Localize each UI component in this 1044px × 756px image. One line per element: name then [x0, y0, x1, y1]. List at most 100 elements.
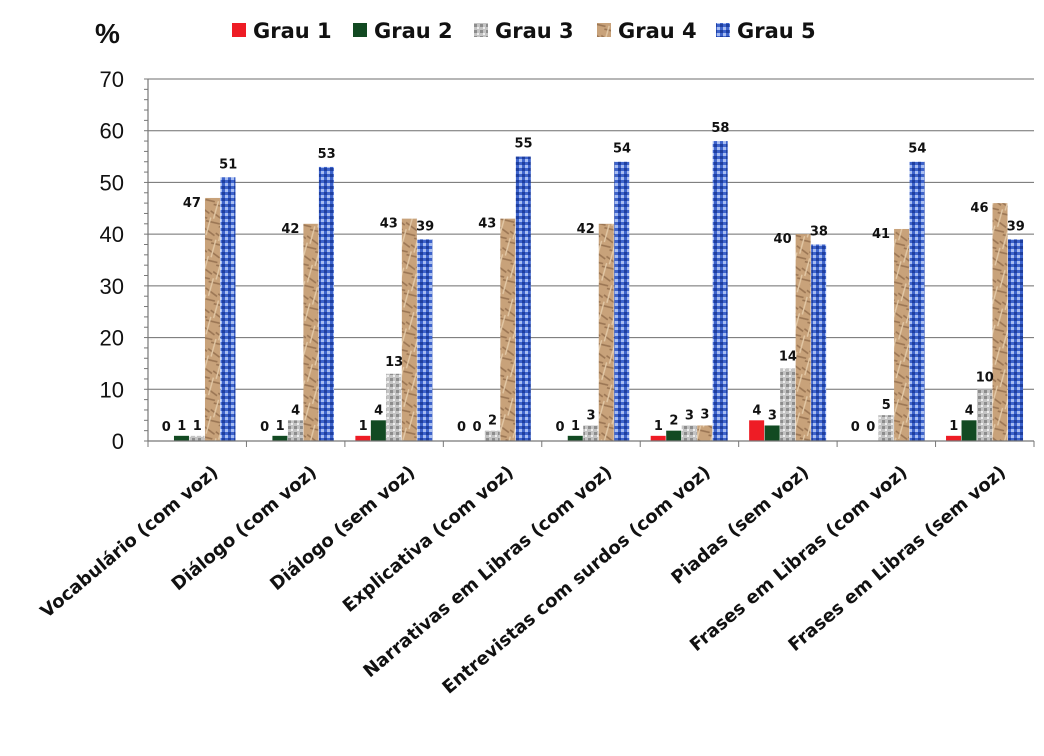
bar-grau-2	[666, 430, 682, 441]
data-label: 1	[571, 419, 580, 434]
bar-grau-3	[189, 435, 205, 441]
bar-grau-5	[909, 161, 925, 441]
gridlines	[148, 78, 1034, 390]
bar-grau-2	[173, 435, 189, 441]
category-labels: Vocabulário (com voz)Diálogo (com voz)Di…	[37, 462, 1010, 699]
bar-grau-4	[598, 223, 614, 441]
data-label: 2	[488, 414, 497, 429]
bar-grau-5	[712, 141, 728, 442]
legend: Grau 1 Grau 2 Grau 3 Grau 4 Grau 5	[232, 19, 816, 43]
legend-swatch	[474, 23, 488, 37]
category-label: Frases em Libras (sem voz)	[784, 462, 1010, 656]
data-label: 42	[281, 222, 299, 237]
bar-grau-4	[401, 218, 417, 441]
data-label: 51	[219, 157, 237, 172]
data-label: 40	[774, 232, 792, 247]
legend-label: Grau 5	[737, 19, 816, 43]
bar-grau-5	[515, 156, 531, 442]
bar-grau-4	[795, 234, 811, 441]
data-label: 3	[586, 408, 595, 423]
data-label: 54	[613, 142, 631, 157]
bar-grau-3	[878, 415, 894, 441]
bar-grau-5	[417, 239, 433, 441]
bar-grau-4	[697, 425, 713, 441]
data-label: 10	[976, 370, 994, 385]
data-label: 39	[416, 219, 434, 234]
data-label: 2	[669, 414, 678, 429]
bar-grau-4	[500, 218, 516, 441]
y-tick-label: 30	[100, 274, 124, 299]
bar-grau-4	[992, 203, 1008, 441]
data-label: 3	[700, 407, 709, 422]
data-label: 39	[1007, 219, 1025, 234]
bar-grau-3	[977, 389, 993, 441]
data-label: 0	[851, 420, 860, 435]
data-label: 41	[872, 227, 890, 242]
data-label: 55	[515, 137, 533, 152]
data-label: 4	[752, 403, 761, 418]
y-tick-label: 10	[100, 377, 124, 402]
bar-grau-5	[220, 177, 236, 441]
bar-grau-3	[386, 373, 402, 441]
bar-grau-1	[946, 435, 962, 441]
data-label: 0	[866, 420, 875, 435]
data-label: 4	[965, 403, 974, 418]
y-tick-label: 0	[112, 429, 124, 454]
bar-grau-2	[272, 435, 288, 441]
bar-grau-4	[303, 223, 319, 441]
data-label: 1	[177, 419, 186, 434]
data-label: 1	[949, 419, 958, 434]
bar-grau-5	[811, 244, 827, 441]
data-label: 54	[908, 142, 926, 157]
legend-swatch	[353, 23, 367, 37]
data-label: 4	[291, 403, 300, 418]
y-tick-label: 70	[100, 67, 124, 92]
y-tick-label: 60	[100, 119, 124, 144]
data-label: 0	[555, 420, 564, 435]
data-label: 58	[711, 121, 729, 136]
data-label: 0	[260, 420, 269, 435]
data-label: 53	[318, 147, 336, 162]
bar-grau-1	[650, 435, 666, 441]
bar-grau-2	[961, 420, 977, 441]
legend-swatch	[232, 23, 246, 37]
data-label: 46	[970, 201, 988, 216]
y-axis-ticks: 0 10 20 30 40 50 60 70	[100, 67, 124, 454]
axes	[144, 78, 1035, 447]
data-label: 47	[183, 196, 201, 211]
data-label: 43	[380, 217, 398, 232]
bar-grau-3	[681, 425, 697, 441]
bar-grau-3	[780, 368, 796, 441]
bar-grau-1	[749, 420, 765, 441]
data-label: 0	[162, 420, 171, 435]
y-axis-unit-label: %	[95, 18, 120, 49]
legend-swatch	[716, 23, 730, 37]
bar-grau-3	[484, 430, 500, 441]
data-label: 0	[457, 420, 466, 435]
data-label: 42	[577, 222, 595, 237]
data-label: 0	[473, 420, 482, 435]
data-label: 4	[374, 403, 383, 418]
legend-label: Grau 2	[374, 19, 453, 43]
bars	[173, 141, 1024, 442]
legend-label: Grau 4	[618, 19, 697, 43]
bar-grau-2	[567, 435, 583, 441]
bar-grau-3	[287, 420, 303, 441]
bar-grau-4	[204, 197, 220, 441]
data-label: 5	[882, 398, 891, 413]
data-label: 14	[779, 350, 797, 365]
category-label: Explicativa (com voz)	[339, 462, 518, 617]
bar-grau-5	[614, 161, 630, 441]
bar-grau-2	[370, 420, 386, 441]
legend-label: Grau 3	[495, 19, 574, 43]
data-label: 1	[276, 419, 285, 434]
y-tick-label: 40	[100, 222, 124, 247]
data-label: 3	[768, 408, 777, 423]
bar-grau-5	[318, 166, 334, 441]
bar-grau-5	[1008, 239, 1024, 441]
y-tick-label: 20	[100, 326, 124, 351]
data-label: 1	[193, 419, 202, 434]
data-label: 1	[654, 419, 663, 434]
